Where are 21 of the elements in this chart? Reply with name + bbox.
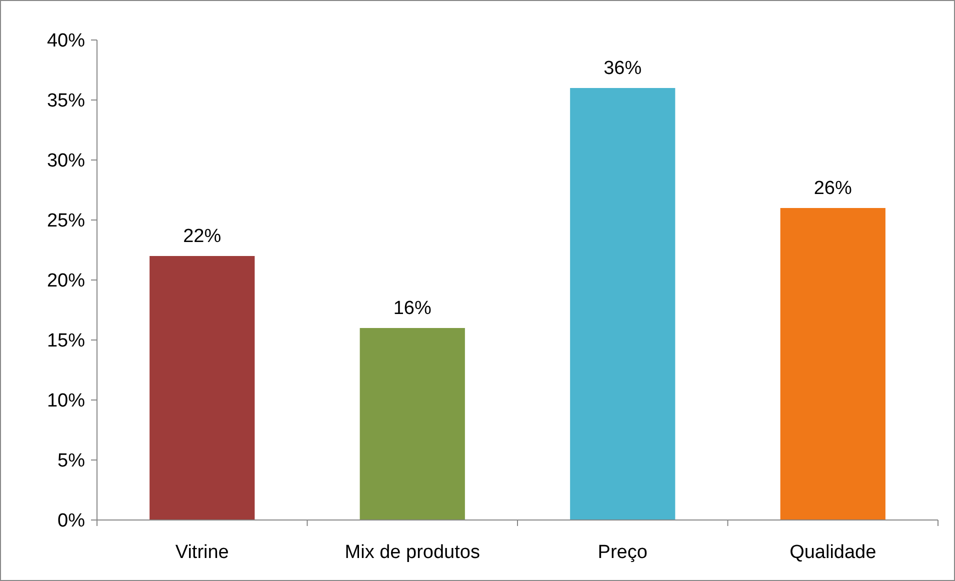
y-tick-label: 10%	[46, 390, 86, 412]
y-tick-label: 5%	[58, 450, 86, 472]
y-tick-label: 30%	[46, 150, 86, 172]
x-tick-label: Preço	[598, 542, 648, 563]
y-tick-label: 20%	[46, 270, 86, 292]
data-label: 36%	[604, 58, 642, 79]
bar	[360, 328, 465, 520]
data-label: 26%	[814, 178, 852, 199]
x-tick-label: Vitrine	[175, 542, 229, 563]
y-tick-label: 40%	[46, 30, 86, 52]
bar	[570, 88, 676, 520]
data-label: 22%	[183, 226, 222, 247]
data-label: 16%	[393, 298, 432, 319]
y-tick-label: 35%	[46, 90, 86, 112]
y-tick-label: 25%	[46, 210, 86, 232]
bar	[780, 208, 886, 520]
x-tick-label: Qualidade	[790, 542, 876, 563]
y-tick-label: 15%	[46, 330, 86, 352]
x-tick-label: Mix de produtos	[344, 542, 480, 563]
bar	[150, 256, 255, 520]
y-tick-label: 0%	[58, 510, 86, 532]
